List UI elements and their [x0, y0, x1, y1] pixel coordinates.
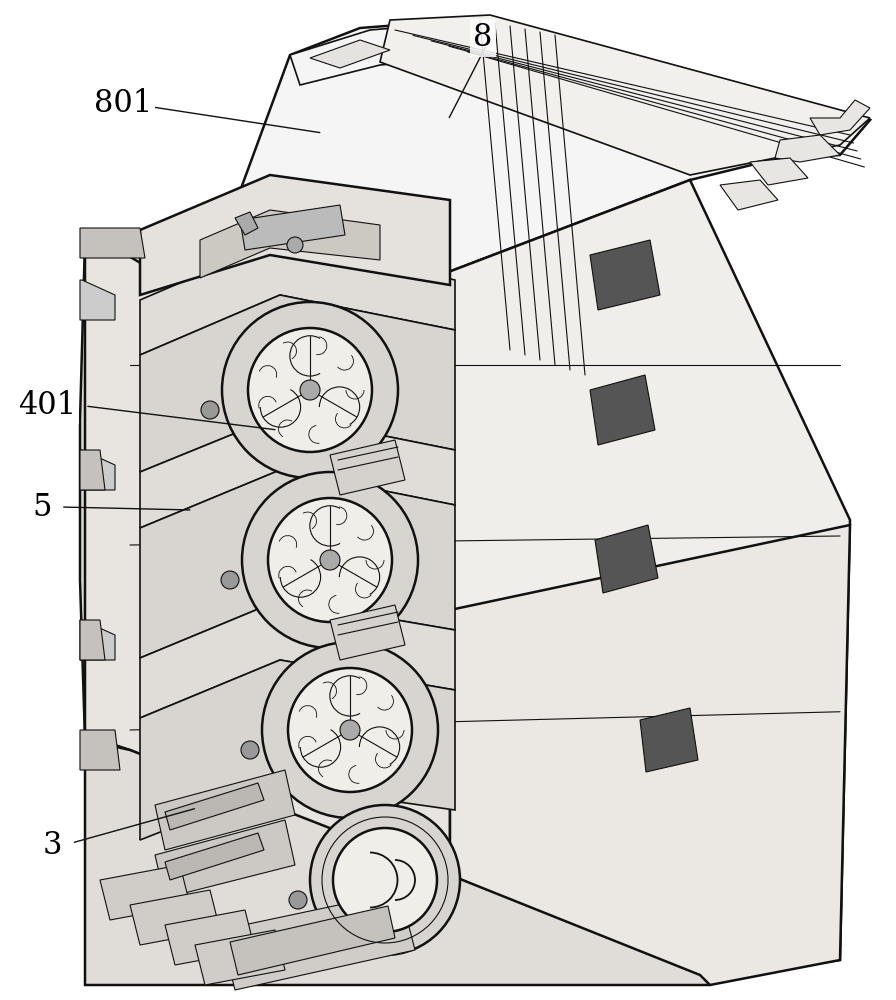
Polygon shape — [380, 15, 870, 175]
Text: 401: 401 — [18, 389, 76, 420]
Polygon shape — [100, 865, 190, 920]
Polygon shape — [310, 40, 390, 68]
Polygon shape — [220, 892, 415, 990]
Circle shape — [333, 828, 437, 932]
Polygon shape — [590, 375, 655, 445]
Polygon shape — [290, 20, 490, 85]
Polygon shape — [200, 210, 380, 278]
Polygon shape — [450, 525, 850, 985]
Circle shape — [262, 642, 438, 818]
Polygon shape — [80, 450, 115, 490]
Circle shape — [242, 472, 418, 648]
Circle shape — [300, 380, 320, 400]
Polygon shape — [140, 470, 455, 658]
Polygon shape — [140, 415, 455, 528]
Polygon shape — [750, 158, 808, 185]
Polygon shape — [80, 280, 115, 320]
Polygon shape — [330, 605, 405, 660]
Polygon shape — [195, 930, 285, 985]
Polygon shape — [240, 205, 345, 250]
Polygon shape — [130, 180, 850, 980]
Polygon shape — [235, 212, 258, 235]
Polygon shape — [140, 295, 455, 472]
Polygon shape — [140, 600, 455, 718]
Polygon shape — [140, 175, 450, 295]
Circle shape — [320, 550, 340, 570]
Polygon shape — [80, 730, 120, 770]
Circle shape — [289, 891, 307, 909]
Circle shape — [340, 720, 360, 740]
Polygon shape — [810, 100, 870, 135]
Polygon shape — [775, 135, 840, 162]
Polygon shape — [640, 708, 698, 772]
Polygon shape — [230, 906, 395, 975]
Circle shape — [288, 668, 412, 792]
Polygon shape — [85, 230, 450, 880]
Circle shape — [268, 498, 392, 622]
Polygon shape — [80, 240, 270, 750]
Polygon shape — [590, 240, 660, 310]
Circle shape — [310, 805, 460, 955]
Text: 8: 8 — [473, 22, 493, 53]
Text: 801: 801 — [94, 88, 152, 118]
Polygon shape — [80, 450, 105, 490]
Circle shape — [222, 302, 398, 478]
Polygon shape — [165, 910, 255, 965]
Polygon shape — [80, 620, 115, 660]
Text: 3: 3 — [43, 830, 63, 860]
Polygon shape — [155, 770, 295, 850]
Circle shape — [248, 328, 372, 452]
Polygon shape — [80, 228, 145, 258]
Circle shape — [221, 571, 239, 589]
Polygon shape — [130, 890, 220, 945]
Polygon shape — [140, 240, 455, 355]
Polygon shape — [155, 820, 295, 898]
Circle shape — [241, 741, 259, 759]
Polygon shape — [720, 180, 778, 210]
Circle shape — [287, 237, 303, 253]
Polygon shape — [80, 620, 105, 660]
Text: 5: 5 — [32, 492, 52, 524]
Polygon shape — [85, 740, 710, 985]
Circle shape — [201, 401, 219, 419]
Polygon shape — [595, 525, 658, 593]
Polygon shape — [200, 18, 870, 340]
Polygon shape — [140, 660, 455, 840]
Polygon shape — [165, 833, 264, 880]
Polygon shape — [165, 783, 264, 830]
Polygon shape — [330, 440, 405, 495]
